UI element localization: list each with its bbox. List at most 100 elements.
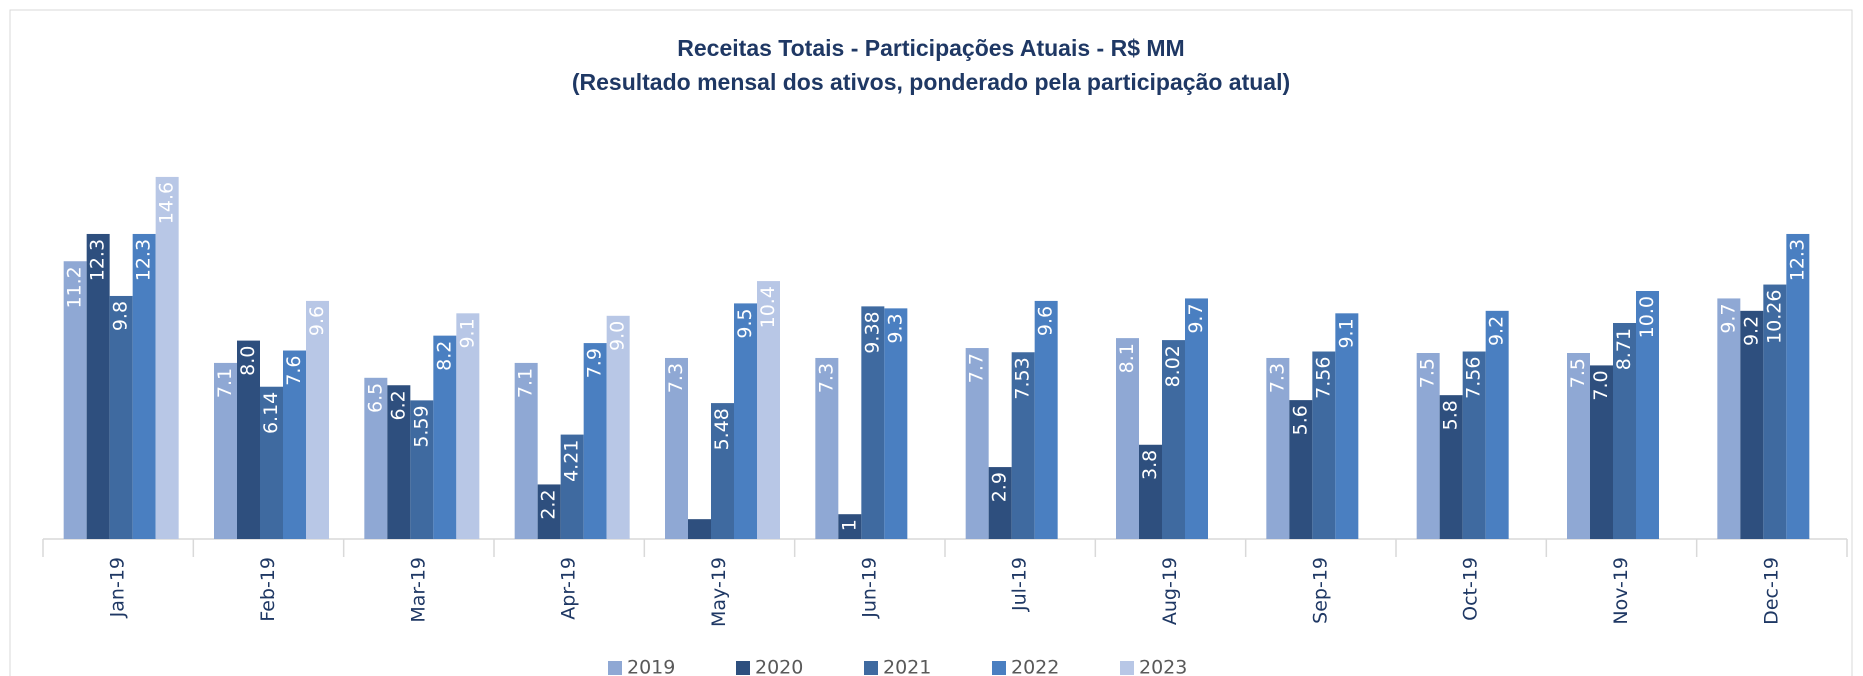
bar xyxy=(861,306,885,539)
bar xyxy=(1011,352,1035,539)
data-label: 9.7 xyxy=(1717,303,1739,333)
bar xyxy=(606,315,630,539)
data-label: 7.1 xyxy=(515,368,537,398)
bar xyxy=(1162,340,1185,539)
legend-swatch xyxy=(864,661,878,675)
bar xyxy=(214,362,237,539)
data-label: 2.9 xyxy=(989,472,1011,502)
data-label: 6.2 xyxy=(387,390,409,420)
x-tick-label: Nov-19 xyxy=(1610,557,1632,625)
legend-label: 2021 xyxy=(883,657,931,676)
data-label: 11.2 xyxy=(64,266,86,308)
data-label: 5.48 xyxy=(711,408,733,450)
bar xyxy=(1439,395,1463,539)
bar xyxy=(734,303,757,539)
data-label: 1 xyxy=(838,519,860,531)
data-label: 6.14 xyxy=(260,392,282,434)
data-label: 5.59 xyxy=(410,405,432,447)
data-label: 9.1 xyxy=(1335,318,1357,348)
data-label: 12.3 xyxy=(87,239,109,281)
bar xyxy=(514,362,538,539)
data-label: 8.0 xyxy=(237,346,259,376)
bar xyxy=(410,400,434,539)
bar xyxy=(1462,351,1486,539)
bar xyxy=(1763,284,1787,539)
data-label: 7.53 xyxy=(1012,357,1034,399)
bar xyxy=(1636,291,1659,539)
data-label: 10.26 xyxy=(1763,290,1785,344)
bar xyxy=(1335,313,1359,539)
data-label: 8.2 xyxy=(433,341,455,371)
data-label: 2.2 xyxy=(538,489,560,519)
bar xyxy=(1034,300,1058,539)
data-label: 9.8 xyxy=(110,301,132,331)
bar xyxy=(86,233,110,539)
bar xyxy=(583,343,607,539)
bar xyxy=(815,357,839,539)
bar xyxy=(884,308,908,539)
bar xyxy=(965,348,989,539)
x-tick-label: Mar-19 xyxy=(407,557,429,623)
bar xyxy=(560,434,584,539)
bar xyxy=(306,300,329,539)
x-tick-label: Jul-19 xyxy=(1009,557,1031,612)
data-label: 10.4 xyxy=(757,286,779,328)
bar xyxy=(132,233,156,539)
bar xyxy=(1185,298,1208,539)
data-label: 7.9 xyxy=(584,348,606,378)
x-tick-label: Sep-19 xyxy=(1309,557,1331,624)
data-label: 6.5 xyxy=(364,383,386,413)
bar xyxy=(665,357,688,539)
bar xyxy=(537,484,561,539)
bar xyxy=(283,350,306,539)
data-label: 12.3 xyxy=(133,239,155,281)
bar xyxy=(838,514,862,539)
bar xyxy=(63,261,87,539)
data-label: 7.7 xyxy=(966,353,988,383)
data-label: 9.0 xyxy=(607,321,629,351)
data-label: 9.1 xyxy=(456,318,478,348)
data-label: 9.6 xyxy=(306,306,328,336)
bar xyxy=(387,385,411,539)
bar xyxy=(1416,353,1440,539)
legend-swatch xyxy=(736,661,750,675)
data-label: 7.3 xyxy=(1266,363,1288,393)
data-label: 5.6 xyxy=(1289,405,1311,435)
bar xyxy=(711,403,734,539)
x-tick-label: Jan-19 xyxy=(107,557,129,618)
legend-label: 2023 xyxy=(1139,657,1187,676)
bar xyxy=(1266,357,1290,539)
bar xyxy=(237,340,260,539)
legend-swatch xyxy=(992,661,1006,675)
legend-swatch xyxy=(608,661,622,675)
legend-swatch xyxy=(1120,661,1134,675)
data-label: 14.6 xyxy=(156,182,178,224)
x-tick-label: Apr-19 xyxy=(558,557,580,620)
x-tick-label: Dec-19 xyxy=(1760,557,1782,625)
data-label: 9.2 xyxy=(1486,316,1508,346)
bar xyxy=(1312,351,1336,539)
bar xyxy=(1485,310,1509,539)
data-label: 9.6 xyxy=(1035,306,1057,336)
bar xyxy=(688,519,711,539)
x-tick-label: May-19 xyxy=(708,557,730,627)
x-tick-label: Jun-19 xyxy=(858,557,880,619)
data-label: 5.8 xyxy=(1440,400,1462,430)
data-label: 4.21 xyxy=(561,440,583,482)
bar xyxy=(260,386,283,539)
bar xyxy=(456,313,480,539)
data-label: 3.8 xyxy=(1139,450,1161,480)
data-label: 7.1 xyxy=(214,368,236,398)
bar xyxy=(1786,233,1810,539)
data-label: 7.3 xyxy=(815,363,837,393)
data-label: 7.5 xyxy=(1567,358,1589,388)
legend-label: 2022 xyxy=(1011,657,1059,676)
legend-label: 2020 xyxy=(755,657,803,676)
bar xyxy=(1139,444,1162,539)
bar xyxy=(1740,310,1764,539)
data-label: 9.2 xyxy=(1740,316,1762,346)
data-label: 7.56 xyxy=(1463,357,1485,399)
x-tick-label: Aug-19 xyxy=(1159,557,1181,625)
bar xyxy=(1289,400,1313,539)
